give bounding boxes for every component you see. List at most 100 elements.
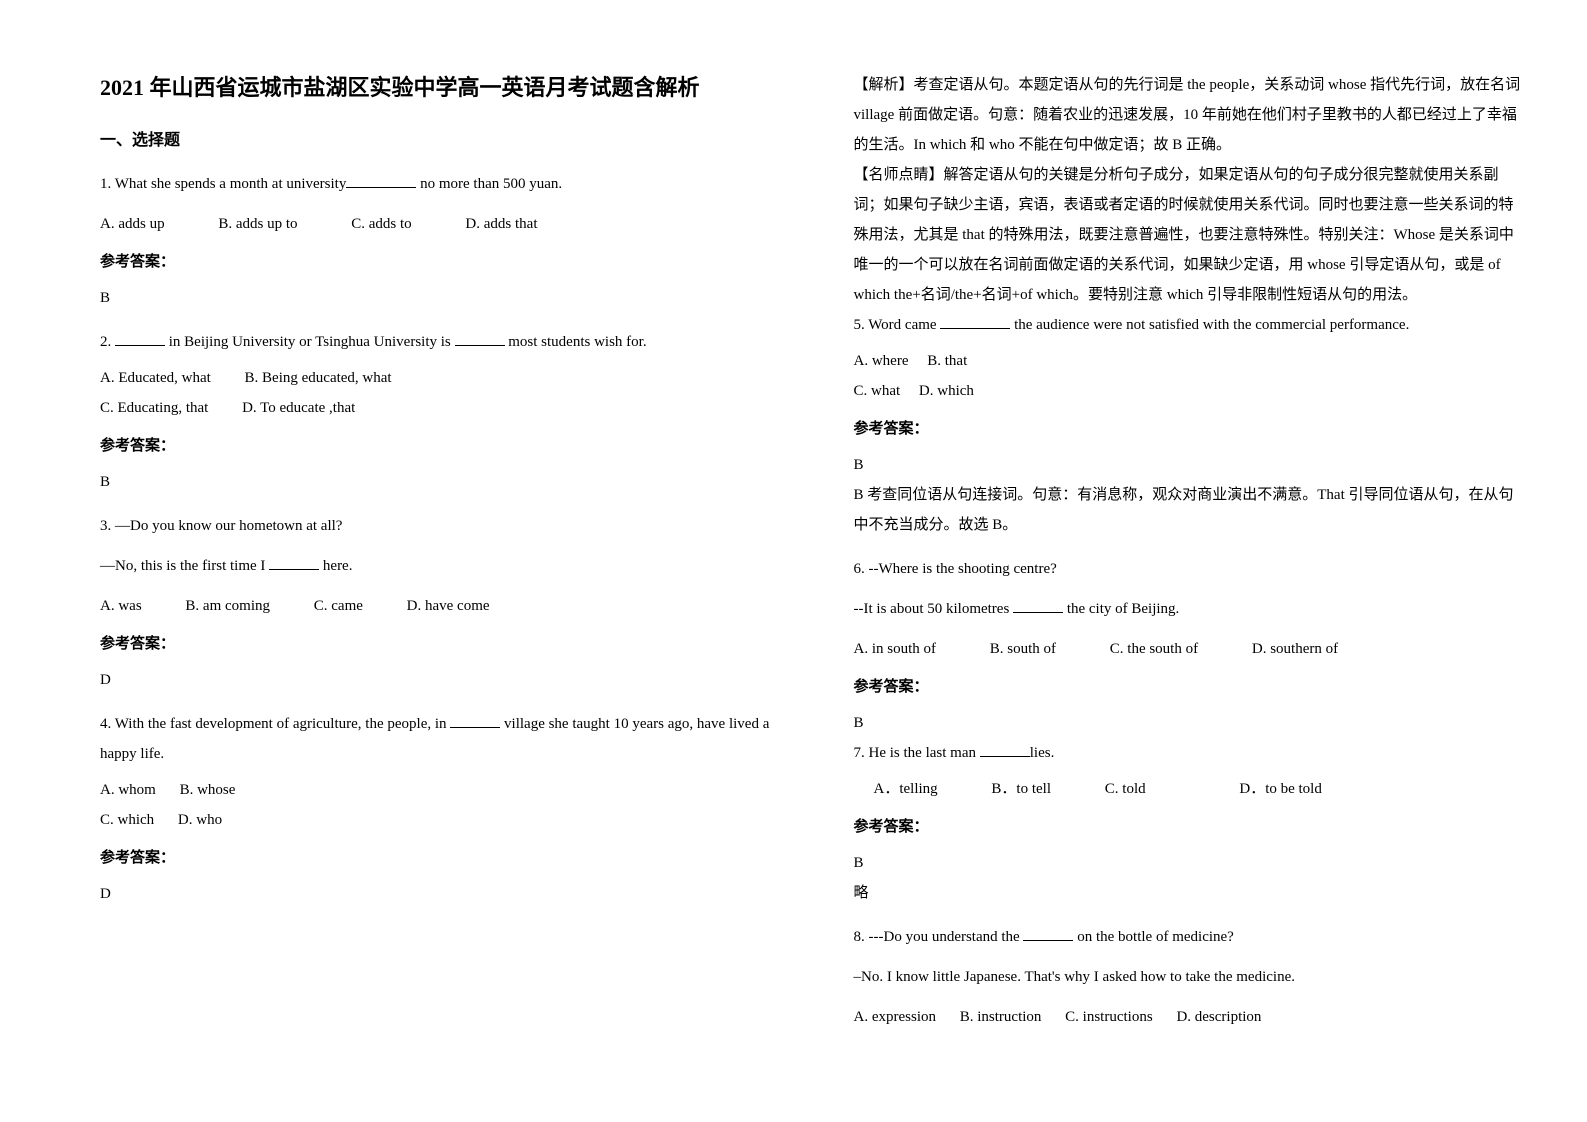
answer-label: 参考答案： <box>854 812 1528 842</box>
q3-line2-a: —No, this is the first time I <box>100 558 269 574</box>
question-5: 5. Word came the audience were not satis… <box>854 310 1528 340</box>
right-column: 【解析】考查定语从句。本题定语从句的先行词是 the people，关系动词 w… <box>854 70 1528 1038</box>
q5-options-line1: A. where B. that <box>854 346 1528 376</box>
q1-text-before: 1. What she spends a month at university <box>100 176 346 192</box>
option-c: C. came <box>314 591 363 621</box>
answer-label: 参考答案： <box>100 843 774 873</box>
q6-line2-b: the city of Beijing. <box>1063 601 1179 617</box>
q6-options: A. in south of B. south of C. the south … <box>854 634 1528 664</box>
option-a: A. expression <box>854 1002 937 1032</box>
q2-text-b: in Beijing University or Tsinghua Univer… <box>165 334 455 350</box>
left-column: 2021 年山西省运城市盐湖区实验中学高一英语月考试题含解析 一、选择题 1. … <box>100 70 774 1038</box>
q6-line2-a: --It is about 50 kilometres <box>854 601 1014 617</box>
option-d: D. description <box>1176 1002 1261 1032</box>
option-c: C. what <box>854 376 901 406</box>
option-b: B. that <box>927 353 967 369</box>
option-b: B. instruction <box>960 1002 1042 1032</box>
option-d: D. adds that <box>465 209 537 239</box>
q4-options-line1: A. whom B. whose <box>100 775 774 805</box>
option-a: A. was <box>100 591 142 621</box>
option-d: D. southern of <box>1252 634 1338 664</box>
option-c: C. which <box>100 805 154 835</box>
option-a: A. where <box>854 346 909 376</box>
q1-text-after: no more than 500 yuan. <box>416 176 562 192</box>
q3-answer: D <box>100 665 774 695</box>
question-3-line2: —No, this is the first time I here. <box>100 551 774 581</box>
q7-answer: B <box>854 848 1528 878</box>
question-8: 8. ---Do you understand the on the bottl… <box>854 922 1528 952</box>
exam-title: 2021 年山西省运城市盐湖区实验中学高一英语月考试题含解析 <box>100 70 774 105</box>
blank <box>269 555 319 570</box>
q7-options: A．telling B．to tell C. told D．to be told <box>854 774 1528 804</box>
q4-analysis-p2: 【名师点睛】解答定语从句的关键是分析句子成分，如果定语从句的句子成分很完整就使用… <box>854 160 1528 310</box>
q2-text-c: most students wish for. <box>505 334 647 350</box>
option-b: B．to tell <box>991 774 1051 804</box>
option-c: C. Educating, that <box>100 393 208 423</box>
question-3-line1: 3. —Do you know our hometown at all? <box>100 511 774 541</box>
question-6-line2: --It is about 50 kilometres the city of … <box>854 594 1528 624</box>
option-a: A. Educated, what <box>100 363 211 393</box>
q8-text-a: 8. ---Do you understand the <box>854 929 1024 945</box>
q3-line2-b: here. <box>319 558 352 574</box>
q2-options-line1: A. Educated, what B. Being educated, wha… <box>100 363 774 393</box>
q8-text-b: on the bottle of medicine? <box>1073 929 1233 945</box>
blank <box>455 331 505 346</box>
q7-text-a: 7. He is the last man <box>854 745 980 761</box>
option-a: A. whom <box>100 775 156 805</box>
q2-text-a: 2. <box>100 334 115 350</box>
answer-label: 参考答案： <box>100 247 774 277</box>
question-2: 2. in Beijing University or Tsinghua Uni… <box>100 327 774 357</box>
blank <box>346 173 416 188</box>
answer-label: 参考答案： <box>100 431 774 461</box>
option-a: A．telling <box>874 774 938 804</box>
exam-page: 2021 年山西省运城市盐湖区实验中学高一英语月考试题含解析 一、选择题 1. … <box>0 0 1587 1078</box>
q1-answer: B <box>100 283 774 313</box>
option-c: C. adds to <box>351 209 411 239</box>
option-c: C. told <box>1105 774 1146 804</box>
q2-answer: B <box>100 467 774 497</box>
question-8-line2: –No. I know little Japanese. That's why … <box>854 962 1528 992</box>
blank <box>1013 598 1063 613</box>
option-a: A. in south of <box>854 634 937 664</box>
option-b: B. adds up to <box>218 209 297 239</box>
blank <box>1023 926 1073 941</box>
q7-extra: 略 <box>854 878 1528 908</box>
option-d: D. To educate ,that <box>242 400 355 416</box>
q3-options: A. was B. am coming C. came D. have come <box>100 591 774 621</box>
blank <box>115 331 165 346</box>
question-7: 7. He is the last man lies. <box>854 738 1528 768</box>
q1-options: A. adds up B. adds up to C. adds to D. a… <box>100 209 774 239</box>
answer-label: 参考答案： <box>854 672 1528 702</box>
option-d: D. who <box>178 812 222 828</box>
q4-answer: D <box>100 879 774 909</box>
q4-options-line2: C. which D. who <box>100 805 774 835</box>
option-b: B. south of <box>990 634 1056 664</box>
question-4: 4. With the fast development of agricult… <box>100 709 774 769</box>
q5-answer: B <box>854 450 1528 480</box>
blank <box>940 314 1010 329</box>
option-a: A. adds up <box>100 209 165 239</box>
option-c: C. instructions <box>1065 1002 1153 1032</box>
option-d: D．to be told <box>1239 774 1322 804</box>
question-1: 1. What she spends a month at university… <box>100 169 774 199</box>
option-b: B. am coming <box>185 591 270 621</box>
option-c: C. the south of <box>1110 634 1198 664</box>
q6-answer: B <box>854 708 1528 738</box>
q2-options-line2: C. Educating, that D. To educate ,that <box>100 393 774 423</box>
option-b: B. Being educated, what <box>245 370 392 386</box>
q4-analysis-p1: 【解析】考查定语从句。本题定语从句的先行词是 the people，关系动词 w… <box>854 70 1528 160</box>
q4-text-a: 4. With the fast development of agricult… <box>100 716 450 732</box>
section-header: 一、选择题 <box>100 125 774 157</box>
question-6-line1: 6. --Where is the shooting centre? <box>854 554 1528 584</box>
blank <box>980 742 1030 757</box>
answer-label: 参考答案： <box>100 629 774 659</box>
answer-label: 参考答案： <box>854 414 1528 444</box>
q5-options-line2: C. what D. which <box>854 376 1528 406</box>
q8-options: A. expression B. instruction C. instruct… <box>854 1002 1528 1032</box>
blank <box>450 713 500 728</box>
q5-text-b: the audience were not satisfied with the… <box>1010 317 1409 333</box>
q5-text-a: 5. Word came <box>854 317 941 333</box>
q7-text-b: lies. <box>1030 745 1055 761</box>
option-d: D. have come <box>407 591 490 621</box>
q5-explain: B 考查同位语从句连接词。句意：有消息称，观众对商业演出不满意。That 引导同… <box>854 480 1528 540</box>
